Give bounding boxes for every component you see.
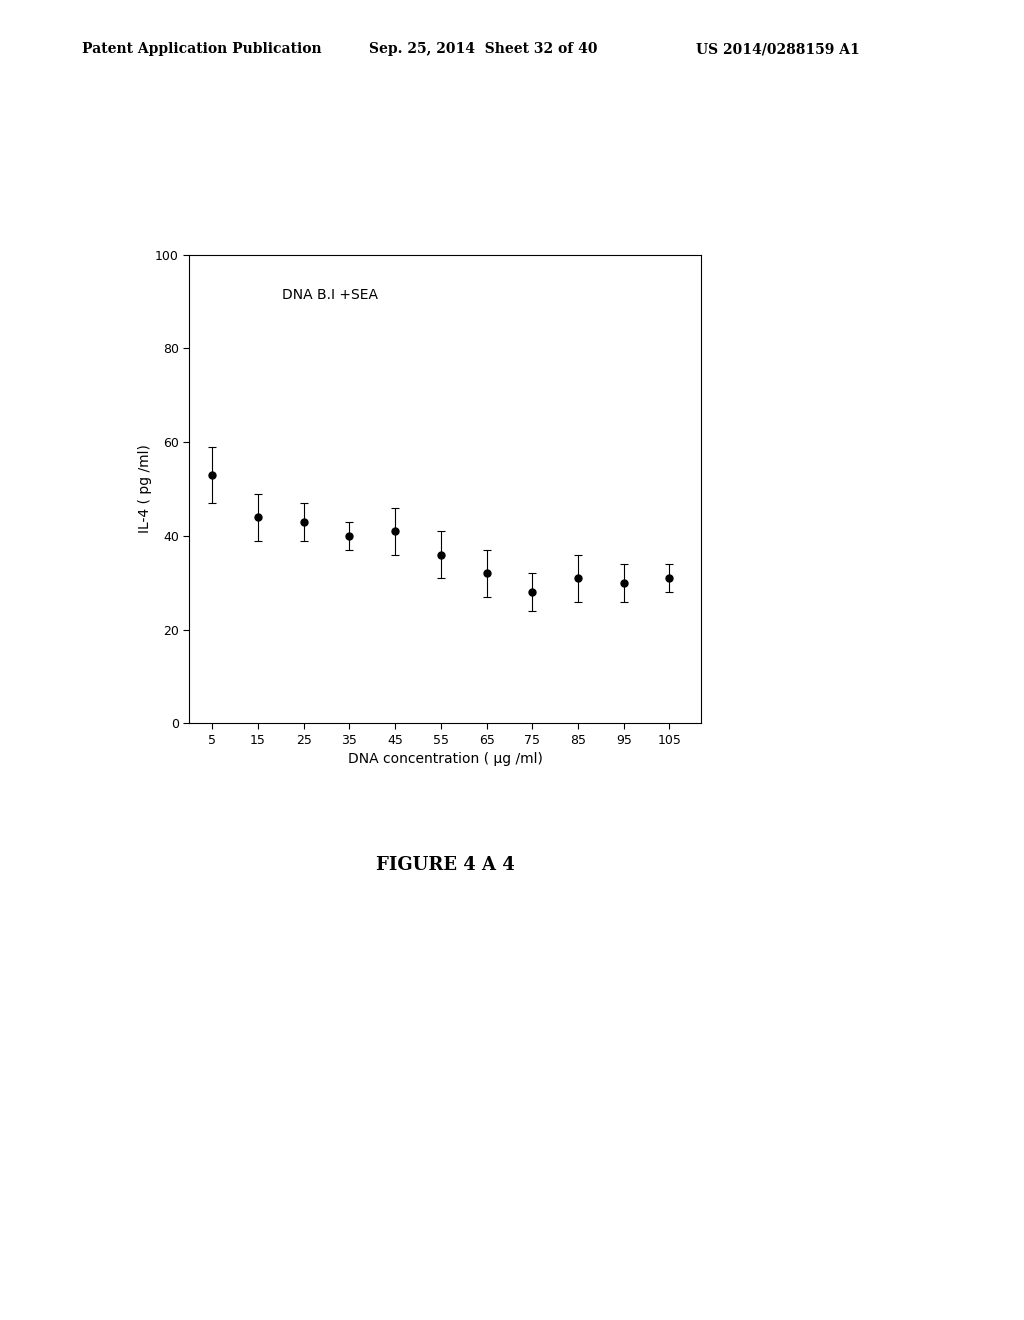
Text: FIGURE 4 A 4: FIGURE 4 A 4 (376, 855, 515, 874)
Text: Sep. 25, 2014  Sheet 32 of 40: Sep. 25, 2014 Sheet 32 of 40 (369, 42, 597, 57)
Y-axis label: IL-4 ( pg /ml): IL-4 ( pg /ml) (138, 445, 153, 533)
Text: DNA B.I +SEA: DNA B.I +SEA (282, 288, 378, 301)
Text: US 2014/0288159 A1: US 2014/0288159 A1 (696, 42, 860, 57)
X-axis label: DNA concentration ( μg /ml): DNA concentration ( μg /ml) (348, 752, 543, 767)
Text: Patent Application Publication: Patent Application Publication (82, 42, 322, 57)
